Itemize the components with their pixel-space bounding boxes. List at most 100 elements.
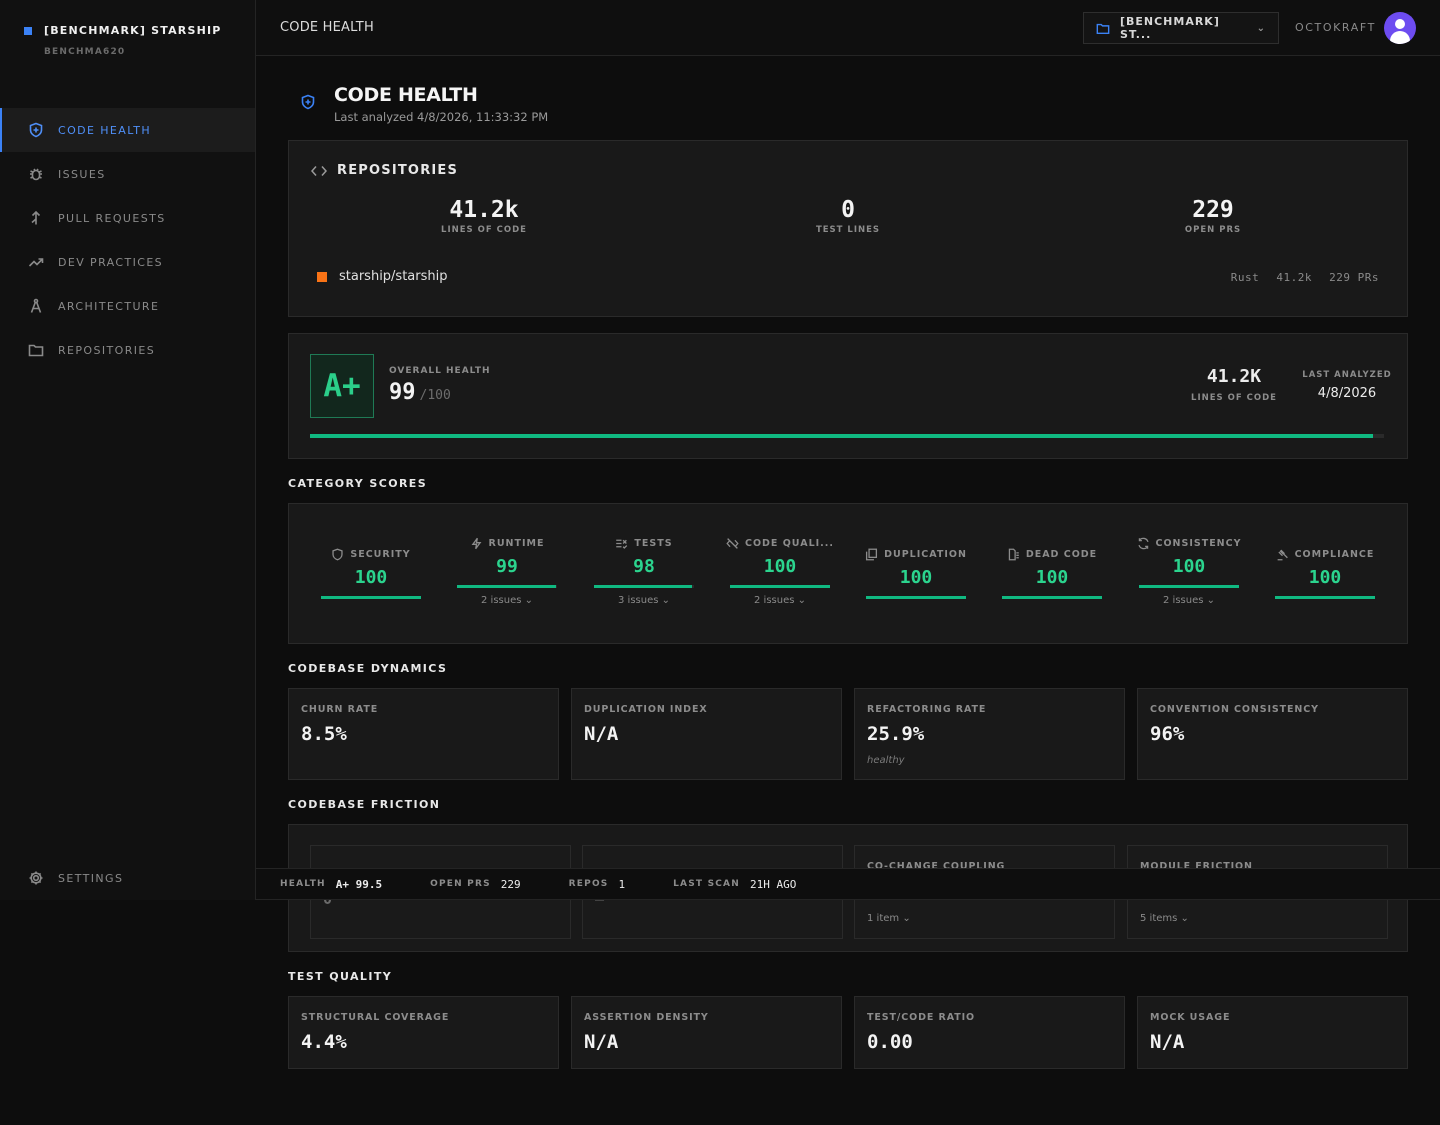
sidebar-item-code-health[interactable]: CODE HEALTH [0,108,255,152]
overall-health-score: 99/100 [389,380,451,405]
sidebar-item-dev-practices[interactable]: DEV PRACTICES [0,240,255,284]
repo-row[interactable]: starship/starship [317,269,448,284]
friction-label: CO-CHANGE COUPLING [867,861,1006,872]
friction-label: MODULE FRICTION [1140,861,1253,872]
metric-label: STRUCTURAL COVERAGE [301,1012,450,1023]
workspace-name: [BENCHMARK] STARSHIP [44,24,222,37]
repo-name: starship/starship [339,269,448,284]
category-label: TESTS [634,538,673,549]
category-consistency[interactable]: CONSISTENCY 100 2 issues ⌄ [1137,537,1242,606]
friction-items-toggle[interactable]: 5 items ⌄ [1140,913,1189,924]
status-value: 229 [500,877,521,891]
sidebar-item-repositories[interactable]: REPOSITORIES [0,328,255,372]
category-value: 100 [763,556,797,577]
status-value: A+ 99.5 [335,877,383,891]
category-code-quality[interactable]: CODE QUALI... 100 2 issues ⌄ [726,537,833,606]
sidebar-item-label: REPOSITORIES [58,343,156,357]
category-bar [730,585,830,588]
friction-items-toggle[interactable]: 1 item ⌄ [867,913,911,924]
overall-health-card: A+ OVERALL HEALTH 99/100 41.2K LINES OF … [288,333,1408,459]
category-dead-code[interactable]: DEAD CODE 100 [1002,548,1102,599]
status-label: REPOS [568,879,609,889]
sidebar-nav: CODE HEALTH ISSUES PULL REQUESTS DEV PRA… [0,108,255,372]
sidebar-item-architecture[interactable]: ARCHITECTURE [0,284,255,328]
compass-icon [30,298,42,313]
status-last-scan: LAST SCAN 21H AGO [673,878,796,891]
category-label: RUNTIME [488,538,545,549]
repo-language: Rust [1230,271,1260,284]
metric-convention-consistency: CONVENTION CONSISTENCY 96% [1137,688,1408,780]
category-duplication[interactable]: DUPLICATION 100 [866,548,966,599]
last-analyzed-value: 4/8/2026 [1317,386,1377,401]
health-progress-bar [310,434,1384,438]
stat-label: OPEN PRS [1184,225,1242,235]
metric-note: healthy [867,755,905,766]
codebase-dynamics-title: CODEBASE DYNAMICS [288,662,448,675]
category-security[interactable]: SECURITY 100 [321,548,421,599]
sidebar: [BENCHMARK] STARSHIP BENCHMA620 CODE HEA… [0,0,256,900]
sidebar-item-pull-requests[interactable]: PULL REQUESTS [0,196,255,240]
repo-prs: 229 PRs [1329,271,1379,284]
sidebar-item-label: CODE HEALTH [58,123,152,137]
repo-meta: Rust 41.2k 229 PRs [1221,271,1379,284]
metric-value: N/A [584,1031,619,1053]
category-label: CODE QUALI... [745,538,834,549]
avatar[interactable] [1384,12,1416,44]
code-off-icon [726,538,739,549]
category-runtime[interactable]: RUNTIME 99 2 issues ⌄ [457,537,557,606]
metric-value: N/A [1150,1031,1185,1053]
settings-area: SETTINGS [0,856,255,900]
health-last-analyzed: LAST ANALYZED 4/8/2026 [1297,370,1397,401]
category-label: SECURITY [350,549,411,560]
workspace-brand: [BENCHMARK] STARSHIP BENCHMA620 [24,24,222,57]
sidebar-item-settings[interactable]: SETTINGS [0,856,255,900]
workspace-selector-label: [BENCHMARK] ST... [1119,15,1220,41]
codebase-friction-title: CODEBASE FRICTION [288,798,441,811]
metric-churn-rate: CHURN RATE 8.5% [288,688,559,780]
category-tests[interactable]: TESTS 98 3 issues ⌄ [594,537,694,606]
category-value: 100 [354,567,388,588]
metric-label: DUPLICATION INDEX [584,704,708,715]
last-analyzed-label: LAST ANALYZED [1302,370,1392,380]
sidebar-item-label: DEV PRACTICES [58,255,164,269]
page-header: CODE HEALTH Last analyzed 4/8/2026, 11:3… [300,84,548,124]
gear-icon [29,871,43,885]
status-open-prs: OPEN PRS 229 [430,878,521,891]
category-label: CONSISTENCY [1155,538,1242,549]
sidebar-item-label: ISSUES [58,167,106,181]
stat-label: TEST LINES [815,225,881,235]
category-scores-card: SECURITY 100 RUNTIME 99 2 issues ⌄ TESTS… [288,503,1408,644]
metric-value: 4.4% [301,1031,347,1053]
shield-icon [29,122,43,138]
category-issues-toggle[interactable]: 2 issues ⌄ [1163,595,1215,606]
org-name[interactable]: OCTOKRAFT [1295,21,1376,34]
sidebar-item-issues[interactable]: ISSUES [0,152,255,196]
category-issues-toggle[interactable]: 3 issues ⌄ [618,595,670,606]
category-bar [457,585,557,588]
health-score: 99 [389,380,416,405]
page-title: CODE HEALTH [334,84,478,106]
metric-structural-coverage: STRUCTURAL COVERAGE 4.4% [288,996,559,1069]
code-icon [311,165,327,176]
health-lines-of-code: 41.2K LINES OF CODE [1179,366,1289,403]
status-value: 21H AGO [749,877,797,891]
repositories-card: REPOSITORIES 41.2k LINES OF CODE 0 TEST … [288,140,1408,317]
repo-color-square [317,271,327,282]
category-compliance[interactable]: COMPLIANCE 100 [1275,548,1375,599]
stat-open-prs: 229 OPEN PRS [1113,197,1313,235]
repo-loc: 41.2k [1276,271,1313,284]
workspace-selector[interactable]: [BENCHMARK] ST... ⌄ [1083,12,1279,44]
stat-value: 229 [1192,197,1234,223]
stat-value: 41.2k [449,197,519,223]
category-bar [594,585,694,588]
gavel-icon [1277,549,1288,561]
health-progress-fill [310,434,1374,438]
category-value: 100 [899,567,933,588]
metric-test-code-ratio: TEST/CODE RATIO 0.00 [854,996,1125,1069]
category-scores-title: CATEGORY SCORES [288,477,428,490]
stat-lines-of-code: 41.2k LINES OF CODE [384,197,584,235]
status-label: HEALTH [280,879,326,889]
category-issues-toggle[interactable]: 2 issues ⌄ [481,595,533,606]
metric-label: REFACTORING RATE [867,704,987,715]
category-issues-toggle[interactable]: 2 issues ⌄ [754,595,806,606]
